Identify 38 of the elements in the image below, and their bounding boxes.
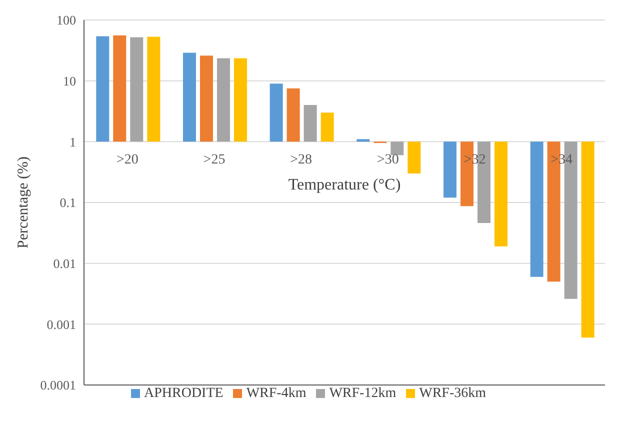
bar <box>530 142 544 277</box>
legend-label: APHRODITE <box>144 386 224 401</box>
bar <box>320 112 334 142</box>
bar <box>147 36 160 142</box>
bar <box>130 37 144 142</box>
bar <box>356 139 370 142</box>
x-tick-label: >32 <box>464 152 486 168</box>
bar <box>581 142 594 338</box>
bar <box>96 36 110 142</box>
bar <box>408 142 421 174</box>
bar <box>113 35 126 142</box>
y-tick-label: 10 <box>63 73 76 88</box>
bar <box>200 56 213 142</box>
x-tick-label: >30 <box>376 152 399 168</box>
y-axis-title: Percentage (%) <box>15 156 32 249</box>
bar <box>234 58 247 142</box>
bar <box>182 52 196 142</box>
bar <box>216 58 230 142</box>
x-axis-title: Temperature (°C) <box>288 176 401 194</box>
legend-label: WRF-36km <box>419 386 486 401</box>
y-tick-label: 0.1 <box>60 195 76 210</box>
y-tick-label: 0.0001 <box>40 378 76 393</box>
bar <box>494 142 508 246</box>
x-tick-label: >25 <box>203 152 226 168</box>
y-tick-label: 0.01 <box>53 256 76 271</box>
x-tick-label: >34 <box>550 152 573 168</box>
y-tick-label: 0.001 <box>46 316 76 332</box>
x-tick-label: >20 <box>116 152 138 168</box>
bar <box>390 142 404 156</box>
legend-label: WRF-4km <box>246 386 306 401</box>
legend-label: WRF-12km <box>329 386 396 401</box>
bar <box>286 88 300 142</box>
x-tick-label: >28 <box>290 152 312 168</box>
bar <box>304 105 317 142</box>
bar <box>270 84 283 142</box>
bar <box>443 142 456 198</box>
y-tick-label: 1 <box>70 134 76 150</box>
y-tick-label: 100 <box>56 12 76 28</box>
